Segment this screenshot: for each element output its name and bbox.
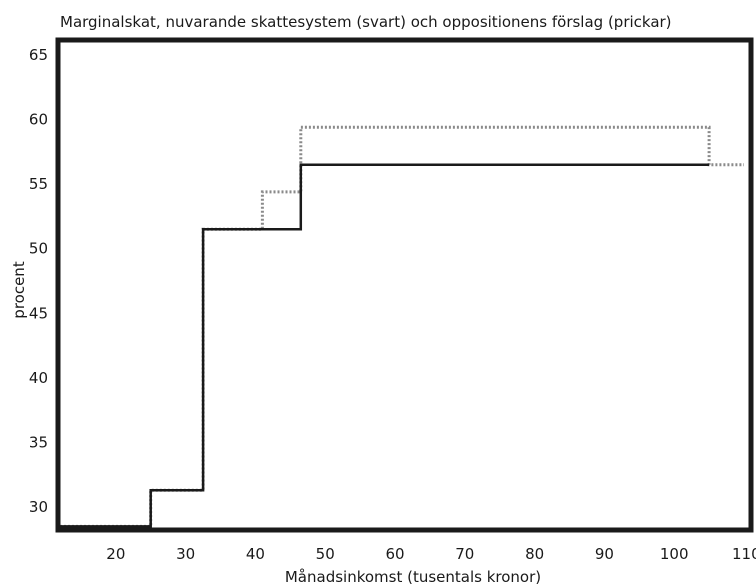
plot-series xyxy=(60,125,744,528)
x-tick-label: 60 xyxy=(385,545,404,563)
y-tick-label: 50 xyxy=(29,240,48,258)
x-tick-label: 90 xyxy=(595,545,614,563)
series-line-solid xyxy=(60,163,710,528)
x-tick-label: 110 xyxy=(732,545,756,563)
x-tick-label: 30 xyxy=(176,545,195,563)
x-axis: 20 30 40 50 60 70 80 90 100 110 xyxy=(106,545,756,563)
y-tick-label: 60 xyxy=(29,111,48,129)
plot-frame xyxy=(55,37,754,533)
x-axis-label: Månadsinkomst (tusentals kronor) xyxy=(285,568,541,586)
x-tick-label: 40 xyxy=(246,545,265,563)
y-axis: 30 35 40 45 50 55 60 65 xyxy=(29,46,48,516)
y-tick-label: 45 xyxy=(29,304,48,322)
x-tick-label: 100 xyxy=(660,545,689,563)
x-tick-label: 70 xyxy=(455,545,474,563)
y-tick-label: 55 xyxy=(29,175,48,193)
x-tick-label: 50 xyxy=(316,545,335,563)
y-axis-label: procent xyxy=(10,261,28,319)
chart-title: Marginalskat, nuvarande skattesystem (sv… xyxy=(60,13,672,31)
y-tick-label: 65 xyxy=(29,46,48,64)
x-tick-label: 80 xyxy=(525,545,544,563)
y-tick-label: 40 xyxy=(29,369,48,387)
y-tick-label: 30 xyxy=(29,498,48,516)
series-line-dotted xyxy=(60,125,744,528)
x-tick-label: 20 xyxy=(106,545,125,563)
y-tick-label: 35 xyxy=(29,433,48,451)
